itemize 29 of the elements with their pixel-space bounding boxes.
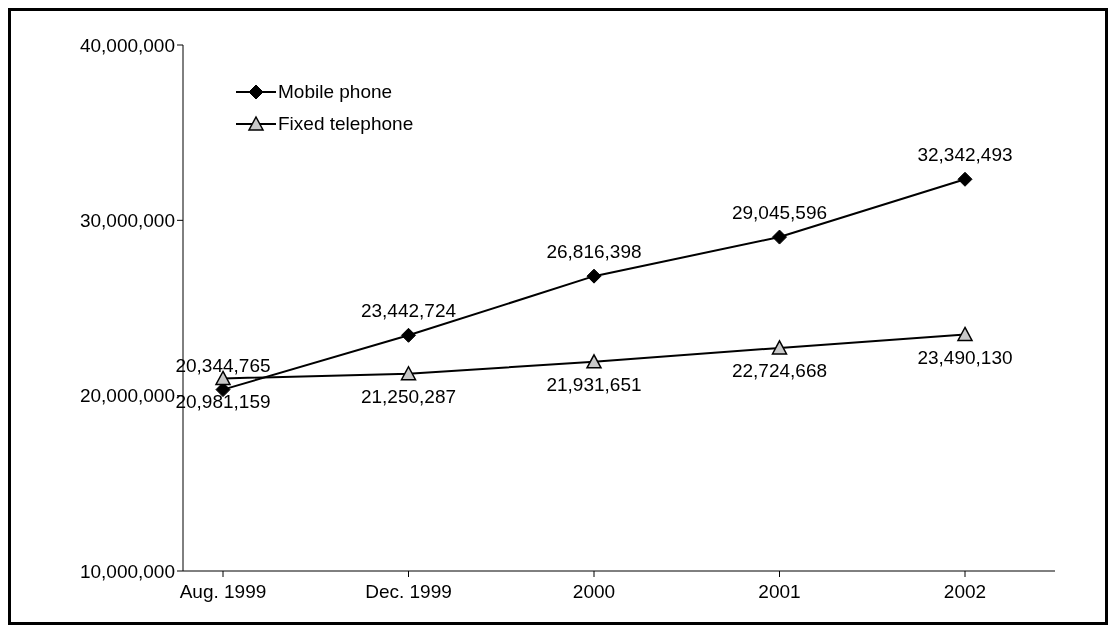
legend-label: Mobile phone — [278, 81, 393, 103]
data-label: 20,981,159 — [175, 390, 271, 412]
point — [586, 268, 602, 284]
data-label: 21,931,651 — [546, 374, 642, 396]
point — [772, 229, 787, 245]
data-label: 26,816,398 — [546, 241, 642, 263]
data-label: 32,342,493 — [917, 144, 1013, 166]
x-tick-label: 2001 — [758, 581, 801, 603]
data-label: 23,490,130 — [917, 346, 1013, 368]
point — [400, 365, 417, 381]
legend-label: Fixed telephone — [278, 113, 414, 135]
point — [401, 327, 416, 343]
point — [771, 340, 788, 355]
x-tick-label: 2002 — [943, 581, 987, 603]
point — [957, 171, 973, 187]
point — [957, 326, 973, 342]
data-label: 29,045,596 — [731, 202, 828, 224]
y-tick-label: 40,000,000 — [79, 34, 175, 56]
x-tick-label: Dec. 1999 — [365, 581, 452, 603]
y-tick-label: 20,000,000 — [79, 385, 175, 407]
data-label: 23,442,724 — [360, 300, 457, 322]
data-label: 22,724,668 — [731, 360, 828, 382]
data-label: 20,344,765 — [175, 354, 271, 376]
y-tick-label: 30,000,000 — [79, 210, 175, 232]
y-tick-label: 10,000,000 — [79, 560, 175, 582]
data-label: 21,250,287 — [360, 386, 457, 408]
x-tick-label: 2000 — [572, 581, 616, 603]
x-tick-label: Aug. 1999 — [179, 581, 267, 603]
point — [586, 354, 602, 369]
